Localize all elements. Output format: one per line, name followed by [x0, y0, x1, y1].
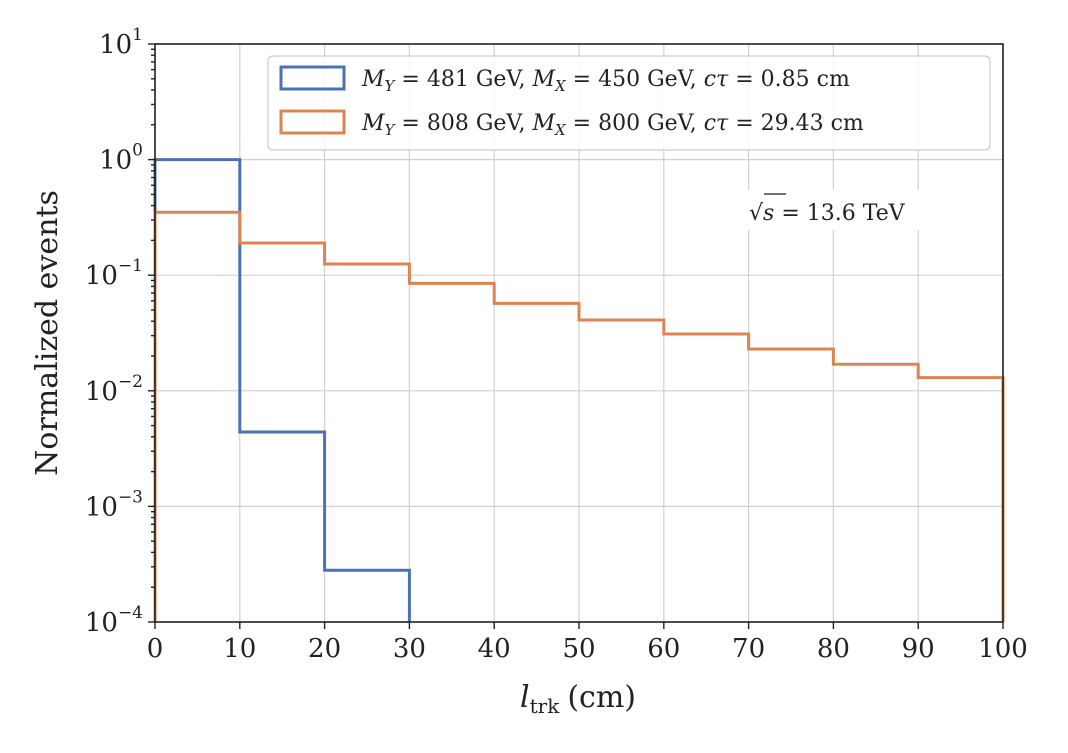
y-tick-label: 101 [99, 25, 143, 60]
x-tick-label: 80 [817, 634, 850, 664]
y-tick-label: 10−2 [85, 372, 143, 407]
legend-label-series-2: MY = 808 GeV, MX = 800 GeV, cτ = 29.43 c… [361, 111, 864, 139]
ticks: 0 10 20 30 40 50 60 70 80 90 100 101 100 10−1 10−2 10−3… [85, 25, 1028, 664]
series-layer [153, 158, 1005, 622]
y-axis-title: Normalized events [30, 190, 65, 476]
x-tick-label: 90 [902, 634, 935, 664]
y-tick-label: 100 [99, 141, 143, 176]
y-tick-label: 10−1 [85, 256, 143, 291]
x-axis-title: ltrk (cm) [520, 680, 636, 718]
histogram-series-1 [153, 158, 411, 622]
y-tick-label: 10−4 [85, 603, 143, 638]
legend-box [267, 55, 991, 151]
x-tick-label: 100 [978, 634, 1028, 664]
histogram-series-2 [153, 210, 1005, 622]
x-tick-label: 70 [732, 634, 765, 664]
x-tick-label: 50 [562, 634, 595, 664]
x-tick-label: 30 [393, 634, 426, 664]
x-tick-label: 60 [647, 634, 680, 664]
legend-swatch-series-2 [279, 109, 346, 135]
energy-annotation: √s = 13.6 TeV [744, 190, 948, 230]
annotation-background [744, 190, 948, 230]
y-tick-label: 10−3 [85, 487, 143, 522]
x-tick-label: 20 [308, 634, 341, 664]
x-tick-label: 0 [147, 634, 164, 664]
legend-swatch-series-1 [279, 65, 346, 91]
legend: MY = 481 GeV, MX = 450 GeV, cτ = 0.85 cm… [267, 55, 991, 151]
x-tick-label: 40 [478, 634, 511, 664]
x-tick-label: 10 [223, 634, 256, 664]
legend-label-series-1: MY = 481 GeV, MX = 450 GeV, cτ = 0.85 cm [361, 67, 850, 95]
annotation-text: √s = 13.6 TeV [749, 201, 906, 226]
